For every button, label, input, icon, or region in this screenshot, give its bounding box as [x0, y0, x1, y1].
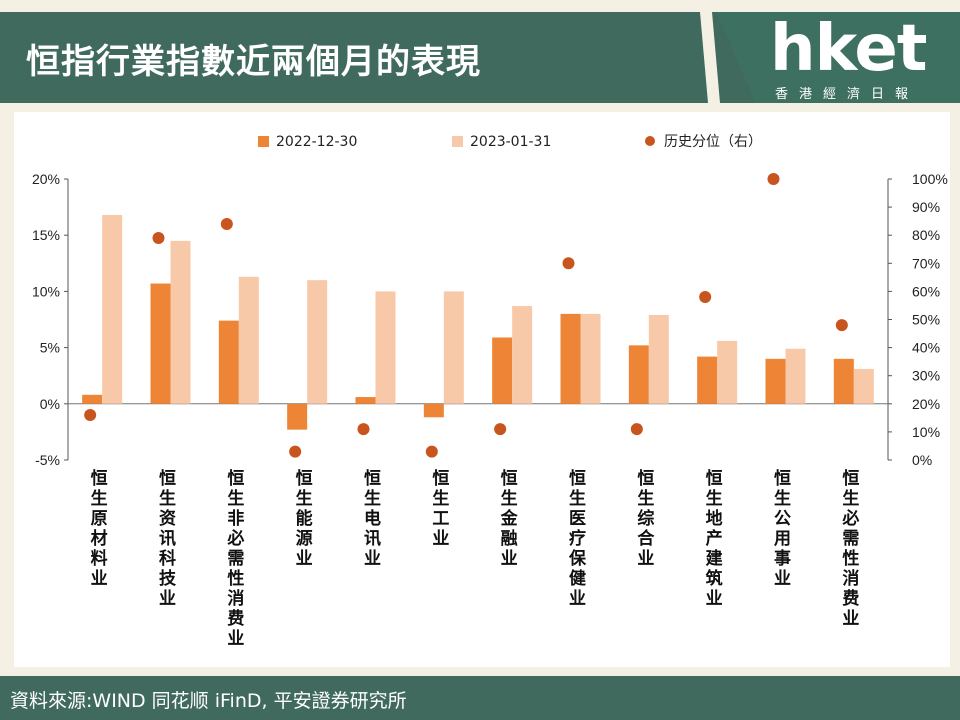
- bar-2023-01-31: [238, 276, 259, 404]
- percentile-point: [767, 173, 780, 185]
- category-label: 恒生非必需性消费业: [226, 468, 244, 649]
- percentile-point: [562, 257, 575, 270]
- chart-panel: -5% 0% 5% 10% 15% 20% 0% 10% 20% 30% 40% 50% 60% 70% 8…: [14, 112, 950, 667]
- category-label: 恒生资讯科技业: [159, 468, 177, 609]
- percentile-point: [494, 423, 507, 436]
- bar-2022-12-30: [218, 320, 239, 404]
- bar-2023-01-31: [717, 340, 738, 404]
- legend-swatch-2023: [452, 136, 463, 147]
- right-tick-label: 50%: [912, 312, 940, 328]
- category-label: 恒生必需性消费业: [841, 468, 859, 629]
- legend-label-percentile: 历史分位（右）: [664, 134, 762, 150]
- header-bar: 恒指行業指數近兩個月的表現 hket 香港經濟日報: [0, 0, 960, 103]
- right-tick-label: 0%: [912, 452, 932, 468]
- bar-2023-01-31: [580, 313, 601, 404]
- bar-2022-12-30: [423, 403, 444, 418]
- left-tick-label: 10%: [32, 283, 60, 299]
- percentile-point: [152, 232, 165, 245]
- bar-2023-01-31: [512, 306, 533, 404]
- right-tick-label: 90%: [912, 199, 940, 215]
- percentile-point: [425, 445, 438, 458]
- percentile-point: [84, 409, 97, 422]
- chart: -5% 0% 5% 10% 15% 20% 0% 10% 20% 30% 40% 50% 60% 70% 8…: [32, 134, 948, 649]
- category-label: 恒生医疗保健业: [568, 468, 587, 609]
- left-tick-label: 0%: [40, 396, 60, 412]
- right-tick-label: 10%: [912, 424, 940, 440]
- left-tick-label: -5%: [35, 452, 60, 468]
- bar-2022-12-30: [287, 403, 308, 430]
- bar-2022-12-30: [560, 313, 581, 404]
- percentile-point: [630, 423, 643, 436]
- bar-2023-01-31: [102, 214, 123, 404]
- logo-subtitle: 香港經濟日報: [775, 87, 920, 102]
- left-tick-label: 20%: [32, 171, 60, 187]
- hket-logo: hket: [770, 12, 927, 86]
- right-tick-label: 80%: [912, 227, 940, 243]
- legend-label-2023: 2023-01-31: [470, 134, 551, 150]
- bar-2023-01-31: [648, 315, 669, 404]
- bar-2022-12-30: [82, 394, 103, 404]
- bar-2023-01-31: [443, 291, 464, 404]
- bar-2023-01-31: [307, 280, 328, 404]
- category-label: 恒生综合业: [637, 468, 655, 569]
- category-label: 恒生地产建筑业: [706, 468, 723, 609]
- category-label: 恒生金融业: [500, 468, 519, 569]
- right-tick-label: 20%: [912, 396, 940, 412]
- percentile-point: [835, 319, 848, 332]
- bar-2022-12-30: [765, 358, 786, 404]
- legend-label-2022: 2022-12-30: [276, 134, 357, 150]
- bar-2022-12-30: [628, 345, 649, 404]
- bar-2022-12-30: [833, 358, 854, 404]
- bar-2023-01-31: [170, 240, 191, 404]
- category-label: 恒生工业: [432, 468, 449, 549]
- bar-2022-12-30: [150, 283, 171, 404]
- right-tick-label: 60%: [912, 283, 940, 299]
- percentile-point: [289, 445, 302, 458]
- footer-bar: 資料來源:WIND 同花顺 iFinD, 平安證券研究所: [0, 676, 960, 720]
- bar-2023-01-31: [375, 291, 396, 404]
- legend-swatch-percentile: [645, 136, 655, 146]
- legend-swatch-2022: [258, 136, 269, 147]
- category-label: 恒生原材料业: [91, 468, 108, 589]
- bar-2023-01-31: [785, 348, 806, 404]
- logo-background: [716, 12, 960, 103]
- category-label: 恒生电讯业: [364, 468, 381, 569]
- percentile-point: [699, 291, 712, 304]
- right-tick-label: 40%: [912, 340, 940, 356]
- percentile-point: [220, 217, 233, 230]
- bar-2023-01-31: [853, 368, 874, 404]
- right-tick-label: 70%: [912, 255, 940, 271]
- right-tick-label: 100%: [912, 171, 948, 187]
- left-tick-label: 15%: [32, 227, 60, 243]
- bar-2022-12-30: [355, 397, 376, 404]
- category-label: 恒生能源业: [296, 468, 313, 569]
- percentile-point: [357, 423, 370, 436]
- right-tick-label: 30%: [912, 368, 940, 384]
- left-tick-label: 5%: [40, 340, 60, 356]
- title-band: [0, 12, 760, 103]
- bar-2022-12-30: [697, 356, 718, 404]
- page-title: 恒指行業指數近兩個月的表現: [26, 42, 481, 82]
- category-label: 恒生公用事业: [774, 468, 791, 589]
- bar-2022-12-30: [492, 337, 513, 404]
- source-note: 資料來源:WIND 同花顺 iFinD, 平安證券研究所: [10, 690, 407, 712]
